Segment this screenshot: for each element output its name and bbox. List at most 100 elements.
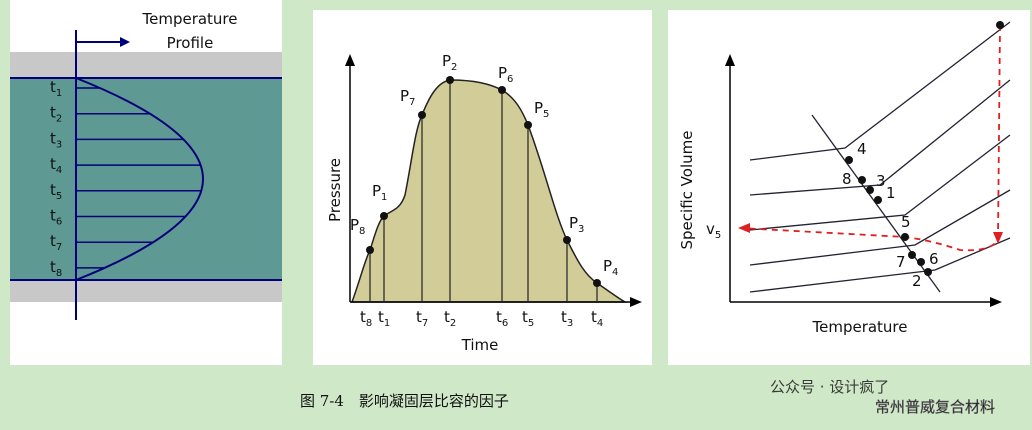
- isobars: [749, 21, 1011, 293]
- time-label-sub: 4: [597, 318, 603, 329]
- point-label: 4: [857, 140, 867, 158]
- layer-label-base: t: [50, 207, 56, 225]
- time-label-base: t: [561, 308, 567, 326]
- time-label-base: t: [591, 308, 597, 326]
- profile-title: Temperature: [141, 10, 237, 28]
- point-label-sub: 5: [543, 109, 549, 120]
- layer-label-sub: 2: [56, 114, 62, 125]
- time-label-sub: 6: [502, 318, 508, 329]
- time-label-base: t: [522, 308, 528, 326]
- time-label-sub: 3: [567, 318, 573, 329]
- point-label-sub: 7: [409, 97, 415, 108]
- layer-label-sub: 6: [56, 217, 62, 228]
- point-label-sub: 8: [359, 226, 365, 237]
- point-label: 2: [912, 272, 922, 290]
- layer-label-base: t: [50, 258, 56, 276]
- time-label-base: t: [378, 308, 384, 326]
- point-label-sub: 3: [578, 224, 584, 235]
- layer-label-base: t: [50, 181, 56, 199]
- point-label-base: P: [372, 182, 381, 200]
- point-label: P2: [442, 52, 457, 73]
- v-label-sub: 5: [715, 230, 721, 241]
- layer-label-base: t: [50, 78, 56, 96]
- state-point: [917, 258, 925, 266]
- profile-curve: [75, 77, 204, 281]
- state-point: [366, 246, 374, 254]
- state-point: [996, 21, 1004, 29]
- point-label-sub: 4: [612, 267, 618, 278]
- layer-label: t5: [50, 181, 62, 202]
- y-label: Specific Volume: [678, 131, 696, 250]
- time-label: t8: [360, 308, 372, 329]
- arrow-head: [345, 54, 355, 66]
- arrow-head: [120, 37, 130, 47]
- point-label: P1: [372, 182, 387, 203]
- point-label-base: P: [569, 214, 578, 232]
- state-point: [845, 156, 853, 164]
- layer-label-sub: 1: [56, 88, 62, 99]
- layer-label-base: t: [50, 104, 56, 122]
- time-label: t6: [496, 308, 508, 329]
- arrow-head: [993, 232, 1003, 244]
- point-label-base: P: [603, 257, 612, 275]
- state-point: [901, 233, 909, 241]
- state-point: [908, 251, 916, 259]
- state-point: [924, 268, 932, 276]
- layer-label-base: t: [50, 232, 56, 250]
- point-label-base: P: [400, 87, 409, 105]
- layer-label-sub: 3: [56, 139, 62, 150]
- point-label: 1: [886, 184, 896, 202]
- x-label: Temperature: [811, 318, 907, 336]
- state-point: [498, 86, 506, 94]
- time-label-base: t: [416, 308, 422, 326]
- mold-wall: [10, 52, 282, 78]
- time-label: t1: [378, 308, 390, 329]
- point-label-base: P: [498, 64, 507, 82]
- point-label: P5: [534, 99, 549, 120]
- time-label: t2: [444, 308, 456, 329]
- layer-label-base: t: [50, 129, 56, 147]
- layer-label: t4: [50, 155, 62, 176]
- point-label-sub: 6: [507, 74, 513, 85]
- time-label-base: t: [496, 308, 502, 326]
- time-label: t5: [522, 308, 534, 329]
- point-label-base: P: [534, 99, 543, 117]
- state-point: [874, 196, 882, 204]
- point-label: 3: [876, 172, 886, 190]
- point-label-base: P: [442, 52, 451, 70]
- arrow-head: [630, 297, 642, 307]
- time-label: t3: [561, 308, 573, 329]
- point-label: P8: [350, 216, 365, 237]
- profile-title: Profile: [167, 34, 214, 52]
- time-label-base: t: [444, 308, 450, 326]
- process-path: [739, 24, 1001, 252]
- arrow-head: [725, 54, 735, 66]
- point-label: P4: [603, 257, 618, 278]
- time-label-sub: 8: [366, 318, 372, 329]
- state-point: [446, 76, 454, 84]
- time-label-sub: 1: [384, 318, 390, 329]
- layer-label: t3: [50, 129, 62, 150]
- layer-label: t6: [50, 207, 62, 228]
- point-label-sub: 2: [451, 62, 457, 73]
- time-label: t7: [416, 308, 428, 329]
- time-label-base: t: [360, 308, 366, 326]
- layer-label: t7: [50, 232, 62, 253]
- state-point: [858, 176, 866, 184]
- arrow-head: [738, 223, 750, 233]
- time-label-sub: 2: [450, 318, 456, 329]
- point-label: P3: [569, 214, 584, 235]
- layer-label-sub: 8: [56, 268, 62, 279]
- layer-label: t1: [50, 78, 62, 99]
- layer-label-sub: 5: [56, 191, 62, 202]
- state-point: [524, 121, 532, 129]
- point-label: 6: [929, 250, 939, 268]
- v-label: v5: [706, 220, 721, 241]
- state-point: [418, 111, 426, 119]
- state-point: [563, 236, 571, 244]
- point-label: 7: [896, 253, 906, 271]
- point-label: 8: [842, 170, 852, 188]
- arrow-head: [990, 297, 1002, 307]
- state-point: [380, 212, 388, 220]
- time-label: t4: [591, 308, 603, 329]
